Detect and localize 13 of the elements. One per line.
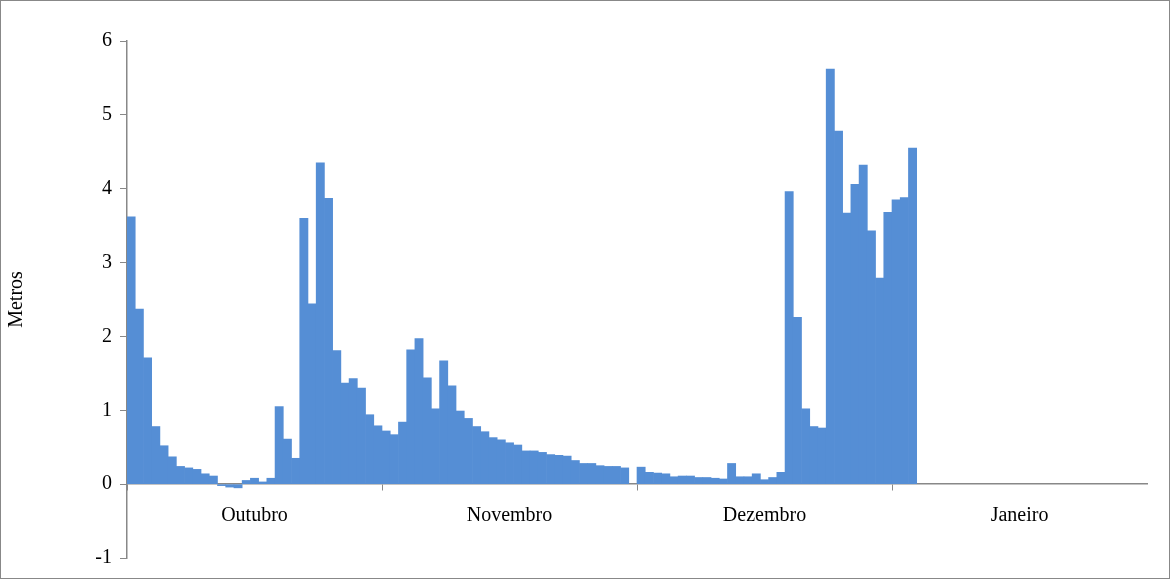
x-tick-label: Janeiro — [990, 503, 1049, 526]
x-tick-label: Outubro — [221, 503, 288, 526]
x-tick-label: Dezembro — [722, 503, 807, 526]
y-tick-label: 5 — [102, 102, 112, 125]
y-axis-title: Metros — [4, 270, 27, 328]
y-tick-label: 4 — [102, 175, 112, 198]
y-tick-label: -1 — [95, 545, 112, 568]
x-tick-label: Novembro — [466, 503, 553, 526]
y-tick-label: 6 — [102, 28, 112, 51]
y-tick-label: 2 — [102, 323, 112, 346]
y-tick-label: 1 — [102, 397, 112, 420]
y-tick-label: 0 — [102, 471, 112, 494]
y-tick-label: 3 — [102, 249, 112, 272]
